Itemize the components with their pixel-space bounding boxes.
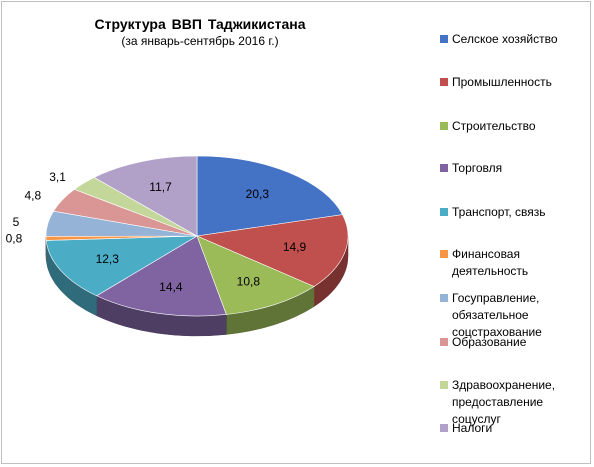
legend-label: Финансовая деятельность <box>452 247 529 278</box>
legend-label: Транспорт, связь <box>452 205 546 219</box>
data-label-здравоохранение-предоставление-соцуслуг: 3,1 <box>49 170 66 184</box>
legend-item-госуправление-обязательное-соцстрахование: Госуправление, обязательное соцстрахован… <box>440 290 590 341</box>
legend-swatch <box>440 208 448 216</box>
data-label-промышленность: 14,9 <box>283 240 307 254</box>
data-label-госуправление-обязательное-соцстрахование: 5 <box>13 215 20 229</box>
legend-label: Торговля <box>452 161 503 175</box>
slice-налоги <box>93 155 198 237</box>
pie-top <box>45 155 349 317</box>
legend-item-промышленность: Промышленность <box>440 74 590 91</box>
legend-swatch <box>440 294 448 302</box>
legend-swatch <box>440 78 448 86</box>
data-label-транспорт-связь: 12,3 <box>96 252 120 266</box>
slice-строительство <box>196 235 315 315</box>
slice-промышленность <box>195 214 349 287</box>
legend-swatch <box>440 424 448 432</box>
chart-subtitle: (за январь-сентябрь 2016 г.) <box>121 34 279 48</box>
legend-label: Селское хозяйство <box>452 32 558 46</box>
pie-labels: 20,3 14,9 10,8 14,4 12,3 0,8 5 4,8 3,1 11,7 <box>6 170 307 294</box>
legend-item-финансовая-деятельность: Финансовая деятельность <box>440 246 590 280</box>
data-label-налоги: 11,7 <box>149 180 172 194</box>
legend-swatch <box>440 164 448 172</box>
legend-swatch <box>440 338 448 346</box>
legend-swatch <box>440 250 448 258</box>
data-label-строительство: 10,8 <box>237 274 261 288</box>
legend-swatch <box>440 35 448 43</box>
legend-item-строительство: Строительство <box>440 118 590 135</box>
legend-swatch <box>440 122 448 130</box>
legend-label: Промышленность <box>452 75 552 89</box>
slice-торговля <box>96 235 227 317</box>
data-label-финансовая-деятельность: 0,8 <box>6 232 23 246</box>
data-label-торговля: 14,4 <box>159 280 183 294</box>
legend-label: Налоги <box>452 421 493 435</box>
legend-item-селское-хозяйство: Селское хозяйство <box>440 31 590 48</box>
slice-селское-хозяйство <box>196 155 343 237</box>
legend-item-торговля: Торговля <box>440 160 590 177</box>
legend-item-образование: Образование <box>440 334 590 351</box>
data-label-образование: 4,8 <box>24 188 41 202</box>
chart-title: Структура ВВП Таджикистана <box>94 16 306 32</box>
legend-item-здравоохранение-предоставление-соцуслуг: Здравоохранение, предоставление соцуслуг <box>440 377 590 428</box>
legend-label: Госуправление, обязательное соцстрахован… <box>452 291 542 339</box>
data-label-селское-хозяйство: 20,3 <box>246 187 270 201</box>
slice-транспорт-связь <box>45 235 199 297</box>
legend-item-налоги: Налоги <box>440 420 590 437</box>
legend-swatch <box>440 381 448 389</box>
legend-item-транспорт-связь: Транспорт, связь <box>440 204 590 221</box>
legend-label: Здравоохранение, предоставление соцуслуг <box>452 378 556 426</box>
legend-label: Строительство <box>452 119 536 133</box>
legend-label: Образование <box>452 335 527 349</box>
